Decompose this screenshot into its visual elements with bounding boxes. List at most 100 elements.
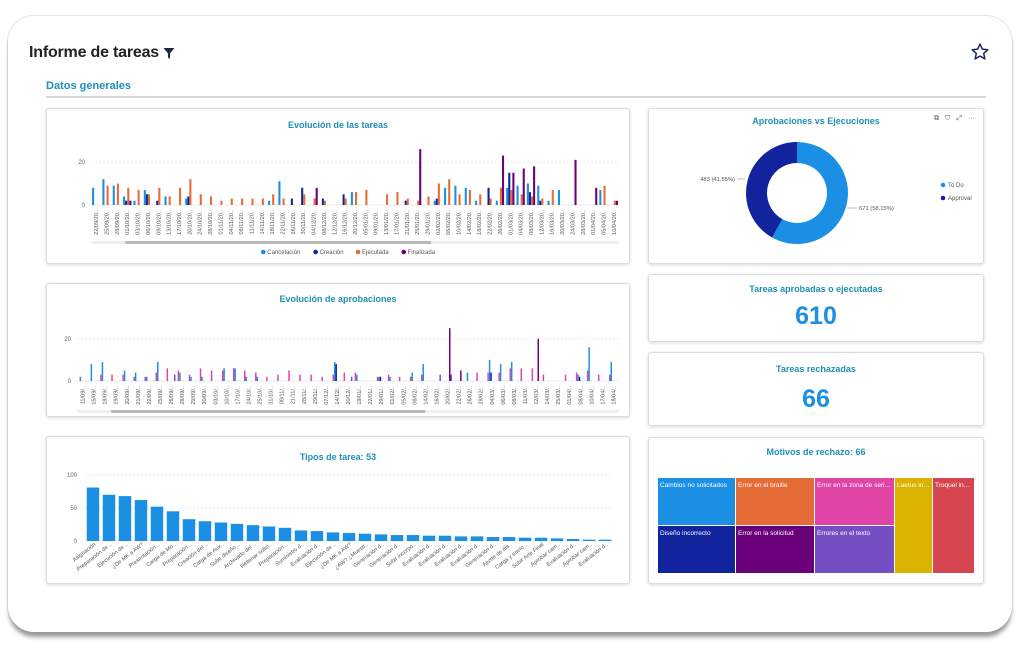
bar [164, 196, 167, 205]
star-icon[interactable] [970, 42, 990, 67]
bar [134, 500, 148, 541]
bar [358, 533, 372, 541]
bar [303, 194, 306, 205]
copy-icon[interactable]: ⧉ [934, 115, 940, 122]
treemap-cell[interactable]: Error en el braille [736, 478, 815, 526]
x-tick-label: 08/11/.. [280, 386, 286, 405]
bar [241, 198, 244, 205]
bar [495, 200, 498, 205]
bar [378, 376, 380, 381]
bar [498, 372, 500, 381]
kpi-rejected-title: Tareas rechazadas [776, 364, 856, 374]
bar [444, 187, 447, 205]
x-tick-label: 17/01/20.. [394, 210, 400, 235]
x-tick-label: 02/02/20.. [436, 210, 442, 235]
approvals-evolution-chart: 20 0 11/09/.. 15/09/.. 18/09/.. 19/09/.. 20/09… [64, 328, 619, 413]
bar [129, 200, 132, 205]
bar [419, 149, 422, 205]
filter-icon[interactable]: ⛉ [945, 115, 951, 122]
bar [266, 376, 268, 381]
rejection-reasons-card: Motivos de rechazo: 66 Cambios no solici… [648, 437, 984, 584]
bar [578, 376, 581, 381]
treemap-cell[interactable]: Error en la zona de seri... [815, 478, 895, 526]
bar [390, 535, 404, 541]
x-tick-label: 12/03/.. [534, 386, 540, 405]
bar [261, 198, 264, 205]
treemap-cell[interactable]: Error en la solicitud [736, 526, 815, 574]
expand-icon[interactable]: ⤢ [956, 115, 962, 122]
treemap-cell[interactable]: Cambios no solicitados [658, 478, 736, 526]
bar [615, 200, 618, 205]
bar [350, 192, 353, 205]
bar [439, 374, 441, 381]
bar [310, 374, 312, 381]
bar [437, 183, 440, 205]
bar [321, 376, 323, 381]
more-icon[interactable]: ··· [968, 115, 975, 122]
x-tick-label: 06/02/20.. [446, 210, 452, 235]
bar [356, 374, 358, 381]
x-tick-label: 25/03/.. [556, 386, 562, 405]
treemap-cell[interactable]: Troquel in... [933, 478, 975, 574]
x-tick-label: 08/12/20.. [322, 210, 328, 235]
bar [486, 537, 500, 541]
bar [221, 370, 224, 381]
bar [396, 192, 399, 205]
bar [475, 200, 478, 205]
y-tick-label: 0 [68, 379, 72, 385]
x-tick-label: 26/02/20.. [498, 210, 504, 235]
x-tick-label: 22/11/20.. [281, 210, 287, 235]
x-tick-label: 04/03/.. [490, 386, 496, 405]
legend-marker [261, 249, 266, 255]
bar [466, 372, 469, 381]
x-tick-label: 17/10/.. [235, 386, 241, 405]
bar [531, 368, 534, 381]
x-tick-label: 22/02/20.. [488, 210, 494, 235]
x-tick-label: 08/03/20.. [529, 210, 535, 235]
bar [262, 526, 276, 541]
section-divider [46, 96, 986, 98]
x-tick-label: 30/11/20.. [301, 210, 307, 235]
bar [158, 187, 161, 205]
bar [111, 374, 113, 381]
x-tick-label: 05/01/20.. [363, 210, 369, 235]
bar [531, 196, 534, 205]
data-label: 483 (41,85%) [700, 177, 735, 183]
x-tick-label: 04/03/20.. [519, 210, 525, 235]
donut-slice [746, 142, 797, 238]
tasks-evolution-chart: 20 0 22/09/20.. 25/09/20.. 28/09/20.. 01/10/2… [78, 149, 619, 256]
bar [433, 200, 436, 205]
bar [551, 189, 554, 205]
bar [144, 376, 146, 381]
bar [409, 376, 412, 381]
x-tick-label: 24/03/20.. [570, 210, 576, 235]
bar [512, 172, 515, 205]
bar [198, 521, 212, 541]
bar [379, 376, 382, 381]
bar [598, 539, 612, 541]
filter-icon[interactable] [163, 47, 175, 60]
section-title: Datos generales [46, 80, 131, 92]
legend-marker [313, 249, 318, 255]
x-tick-label: 18/11/20.. [270, 210, 276, 235]
bar [454, 185, 457, 205]
treemap-cell[interactable]: Diseño incorrecto [658, 526, 736, 574]
y-tick-label: 100 [67, 473, 78, 479]
bar [177, 370, 180, 381]
x-tick-label: 10/04/.. [589, 386, 595, 405]
x-tick-label: 07/12/.. [324, 386, 330, 405]
x-tick-label: 04/11/20.. [229, 210, 235, 235]
x-tick-label: 21/11/.. [291, 386, 297, 405]
x-tick-label: 22/09/20.. [94, 210, 100, 235]
x-tick-label: 20/10/20.. [187, 210, 193, 235]
x-tick-label: 11/11/20.. [249, 210, 255, 234]
legend-label: Cancelación [267, 250, 300, 256]
bar [288, 370, 290, 381]
treemap-cell[interactable]: Laetus inc... [895, 478, 933, 574]
y-tick-label: 0 [74, 539, 78, 545]
bar [468, 189, 471, 205]
treemap-cell[interactable]: Errores en el texto [815, 526, 895, 574]
x-tick-label: 14/12/.. [335, 386, 341, 405]
legend-marker [401, 249, 407, 255]
donut-title: Aprobaciones vs Ejecuciones [752, 116, 880, 126]
